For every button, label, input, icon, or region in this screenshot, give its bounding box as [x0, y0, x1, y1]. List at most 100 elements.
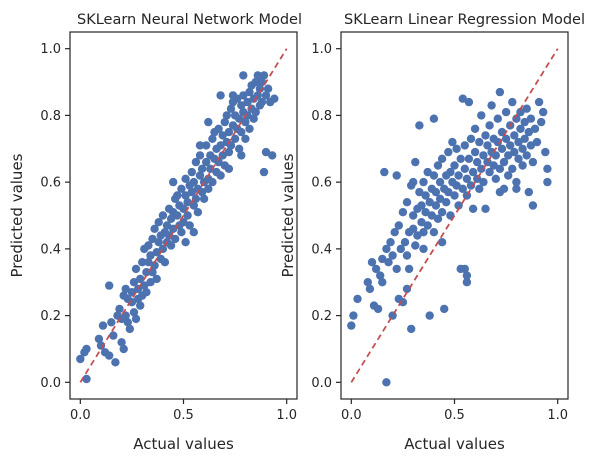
scatter-point: [235, 144, 244, 153]
x-tick-label: 1.0: [276, 408, 297, 423]
y-tick-label: 0.0: [40, 376, 61, 391]
scatter-point: [415, 187, 424, 197]
scatter-point: [501, 107, 511, 117]
y-tick-label: 0.4: [311, 242, 332, 257]
chart-panel-1: 0.0 0.5 1.0 0.0 0.2 0.4 0.6 0.8 1.0 SKLearn Neura…: [8, 12, 302, 453]
scatter-point: [534, 97, 544, 107]
scatter-point: [409, 211, 418, 220]
scatter-point: [388, 311, 397, 320]
scatter-point: [464, 154, 474, 163]
scatter-point: [452, 181, 461, 190]
scatter-point: [222, 111, 231, 120]
scatter-point: [477, 111, 486, 120]
scatter-point: [437, 154, 447, 163]
scatter-point: [543, 177, 552, 187]
scatter-point: [164, 231, 174, 240]
scatter-point: [524, 187, 533, 197]
scatter-point: [191, 194, 201, 203]
scatter-point: [479, 177, 488, 187]
scatter-point: [117, 338, 126, 347]
scatter-point: [251, 107, 260, 117]
scatter-point: [82, 374, 91, 384]
scatter-point: [382, 244, 391, 254]
scatter-point: [123, 318, 132, 327]
scatter-point: [245, 124, 254, 133]
scatter-point: [185, 221, 194, 230]
scatter-point: [506, 141, 515, 150]
scatter-point: [230, 134, 240, 143]
scatter-point: [378, 254, 387, 264]
scatter-point: [76, 354, 85, 364]
scatter-point: [261, 147, 271, 157]
scatter-point: [462, 174, 472, 183]
scatter-point: [166, 214, 176, 223]
scatter-point: [177, 228, 186, 237]
y-tick-label: 1.0: [311, 42, 332, 57]
scatter-point: [510, 147, 519, 157]
scatter-point: [146, 278, 155, 287]
scatter-point: [415, 121, 424, 130]
scatter-point: [495, 164, 505, 173]
scatter-point: [530, 124, 540, 133]
scatter-point: [146, 251, 155, 260]
scatter-point: [409, 224, 418, 233]
scatter-point: [384, 258, 393, 267]
scatter-point: [520, 117, 529, 127]
scatter-point: [237, 151, 246, 160]
scatter-point: [528, 201, 538, 210]
scatter-point: [454, 201, 463, 210]
scatter-point: [347, 321, 356, 330]
scatter-point: [181, 174, 190, 183]
scatter-point: [514, 137, 523, 147]
scatter-point: [131, 314, 141, 324]
scatter-point: [162, 221, 172, 230]
scatter-point: [510, 131, 519, 140]
scatter-point: [460, 164, 469, 173]
scatter-point: [197, 187, 207, 197]
scatter-point: [96, 341, 106, 350]
y-tick-label: 0.2: [40, 309, 61, 324]
scatter-point: [105, 351, 114, 360]
scatter-point: [543, 164, 552, 173]
scatter-point: [353, 294, 362, 304]
scatter-point: [452, 144, 461, 153]
scatter-point: [111, 358, 120, 367]
scatter-point: [532, 137, 542, 147]
scatter-point: [142, 288, 151, 297]
scatter-point: [131, 264, 141, 274]
scatter-point: [270, 94, 279, 103]
scatter-point: [485, 167, 494, 177]
scatter-point: [237, 127, 246, 137]
scatter-point: [82, 344, 91, 354]
scatter-point: [417, 201, 426, 210]
scatter-point: [173, 211, 182, 220]
scatter-point: [539, 107, 548, 117]
scatter-point: [268, 151, 277, 160]
scatter-point: [158, 211, 168, 220]
scatter-point: [444, 147, 453, 157]
scatter-point: [259, 167, 269, 177]
scatter-point: [251, 77, 260, 87]
scatter-point: [411, 241, 420, 250]
scatter-point: [409, 177, 418, 187]
scatter-point: [154, 218, 163, 227]
scatter-point: [407, 324, 416, 334]
scatter-point: [425, 311, 434, 320]
scatter-point: [516, 124, 525, 133]
scatter-point: [541, 147, 550, 157]
scatter-point: [398, 298, 408, 307]
scatter-point: [512, 114, 521, 123]
y-axis-label: Predicted values: [8, 153, 26, 277]
scatter-point: [202, 141, 211, 150]
scatter-point: [398, 208, 408, 217]
scatter-point: [243, 111, 252, 120]
scatter-point: [493, 137, 502, 147]
scatter-point: [261, 91, 271, 100]
scatter-point: [140, 281, 149, 290]
scatter-point: [512, 177, 521, 187]
y-tick-label: 1.0: [40, 42, 61, 57]
y-tick-label: 0.6: [311, 176, 332, 191]
scatter-point: [423, 221, 432, 230]
scatter-point: [427, 211, 436, 220]
scatter-point: [462, 191, 472, 200]
